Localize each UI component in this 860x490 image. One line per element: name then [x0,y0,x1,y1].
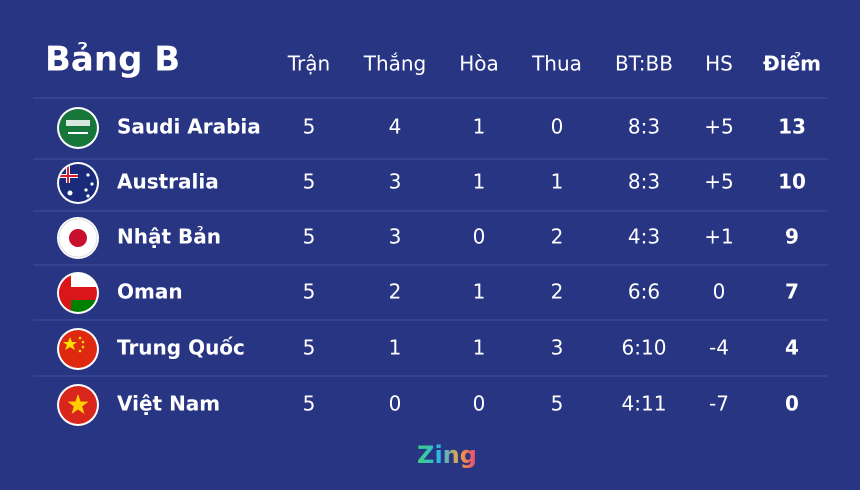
stat-cell: 6:10 [622,336,667,360]
team-name: Nhật Bản [117,225,221,249]
flag-vietnam [57,384,99,426]
column-header: Thua [531,52,582,76]
points: 10 [778,170,806,194]
points: 0 [785,392,799,416]
points: 7 [785,280,799,304]
stat-cell: +5 [704,115,733,139]
stat-cell: 1 [473,115,486,139]
logo: Zing [417,441,477,469]
points: 9 [785,225,799,249]
stat-cell: 1 [389,336,402,360]
team-name: Việt Nam [117,392,220,416]
stat-cell: 8:3 [628,170,660,194]
stat-cell: 3 [389,170,402,194]
stat-cell: 8:3 [628,115,660,139]
stat-cell: 0 [473,392,486,416]
flags [57,107,99,426]
stat-cell: 1 [473,336,486,360]
column-header: Điểm [763,52,821,76]
stat-cell: -4 [709,336,729,360]
stat-cell: -7 [709,392,729,416]
stat-cell: 0 [713,280,726,304]
column-header: Trận [287,52,330,76]
flag-oman [57,272,99,314]
stat-cell: +5 [704,170,733,194]
stat-cell: 0 [473,225,486,249]
flag-japan [57,217,99,259]
flag-china [57,328,99,370]
stat-cell: 5 [303,392,316,416]
column-header: BT:BB [615,52,673,76]
column-header: HS [705,52,733,76]
stat-cell: 5 [303,336,316,360]
table-title: Bảng B [45,40,180,80]
stat-cell: 2 [389,280,402,304]
stat-cell: 2 [551,280,564,304]
stat-cell: 4:3 [628,225,660,249]
flag-saudi [57,107,99,149]
team-name: Oman [117,280,183,304]
stat-cell: 5 [303,170,316,194]
stat-cell: 4 [389,115,402,139]
stat-cell: 1 [473,170,486,194]
stat-cell: 1 [473,280,486,304]
column-header: Thắng [363,52,427,76]
stat-cell: 0 [389,392,402,416]
stat-cell: 5 [303,115,316,139]
stat-cell: 0 [551,115,564,139]
flag-australia [57,162,99,204]
stat-cell: 1 [551,170,564,194]
stat-cell: 3 [389,225,402,249]
team-name: Australia [117,170,219,194]
team-name: Trung Quốc [117,336,245,360]
points: 13 [778,115,806,139]
points: 4 [785,336,799,360]
stat-cell: 5 [551,392,564,416]
column-header: Hòa [459,52,499,76]
stat-cell: 6:6 [628,280,660,304]
stat-cell: 5 [303,225,316,249]
stat-cell: +1 [704,225,733,249]
team-name: Saudi Arabia [117,115,261,139]
stat-cell: 3 [551,336,564,360]
stat-cell: 5 [303,280,316,304]
stat-cell: 4:11 [622,392,667,416]
stat-cell: 2 [551,225,564,249]
